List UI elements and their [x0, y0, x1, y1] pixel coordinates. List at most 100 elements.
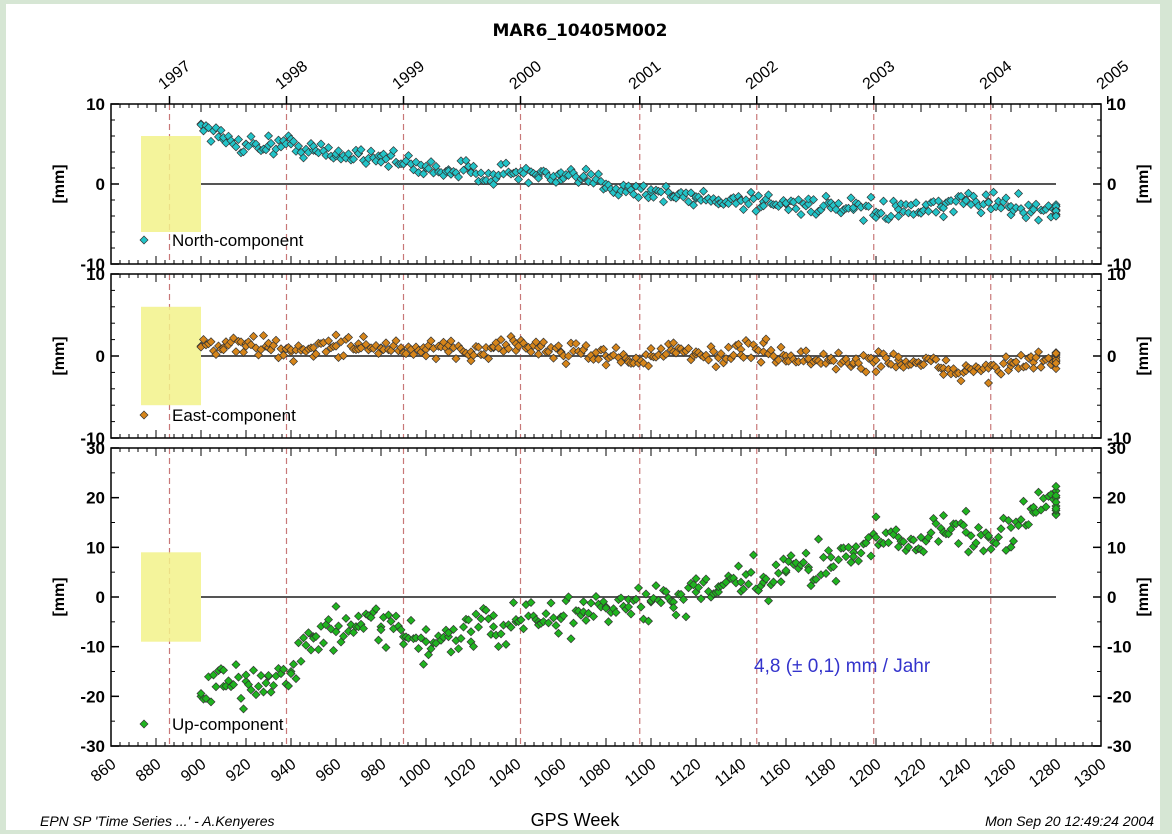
data-point — [476, 168, 486, 178]
data-point — [299, 153, 308, 163]
data-point — [739, 584, 748, 594]
data-point — [261, 678, 271, 688]
data-point — [509, 598, 518, 608]
data-point — [324, 615, 333, 625]
data-point — [249, 665, 258, 675]
data-point — [391, 611, 401, 621]
data-point — [961, 195, 971, 205]
data-point — [794, 195, 803, 205]
data-point — [601, 603, 611, 613]
data-point — [644, 361, 653, 371]
x-tick-label: 920 — [223, 756, 255, 786]
data-point — [1051, 348, 1061, 358]
data-point — [739, 204, 748, 214]
data-point — [649, 192, 658, 202]
data-point — [984, 197, 993, 207]
data-point — [496, 629, 506, 639]
data-point — [1001, 193, 1011, 203]
data-point — [1019, 496, 1028, 506]
data-point — [376, 625, 386, 635]
highlight-box — [141, 306, 201, 406]
data-point — [919, 359, 928, 369]
x-tick-label: 1100 — [622, 756, 660, 791]
footer-right: Mon Sep 20 12:49:24 2004 — [985, 813, 1154, 829]
data-point — [811, 574, 821, 584]
data-point — [229, 680, 238, 690]
data-point — [834, 348, 843, 358]
data-point — [311, 631, 321, 641]
data-point — [496, 335, 506, 345]
data-point — [474, 342, 483, 352]
data-point — [334, 621, 343, 631]
data-point — [829, 562, 838, 572]
highlight-box — [141, 136, 201, 232]
data-point — [239, 704, 248, 714]
data-point — [984, 531, 993, 541]
data-point — [231, 347, 241, 357]
data-point — [701, 574, 711, 584]
data-point — [656, 187, 666, 197]
footer-left: EPN SP 'Time Series ...' - A.Kenyeres — [40, 813, 274, 829]
data-point — [831, 364, 841, 374]
data-point — [751, 206, 761, 216]
data-point — [259, 331, 268, 341]
year-tick-label: 1998 — [272, 58, 311, 93]
data-point — [314, 645, 323, 654]
data-point — [864, 533, 873, 543]
data-point — [571, 339, 581, 349]
data-point — [681, 612, 691, 622]
data-point — [1021, 361, 1031, 371]
data-point — [459, 622, 468, 632]
data-point — [781, 565, 791, 575]
data-point — [271, 335, 281, 345]
series-North-component — [196, 119, 1061, 226]
data-point — [844, 542, 853, 552]
data-point — [771, 560, 781, 570]
data-point — [264, 670, 273, 680]
x-tick-label: 1180 — [802, 756, 840, 791]
y-tick-label: 10 — [86, 265, 105, 284]
y-tick-label: 10 — [1107, 95, 1126, 114]
data-point — [246, 132, 256, 142]
data-point — [541, 609, 551, 619]
legend-label: East-component — [172, 406, 296, 425]
data-point — [746, 353, 756, 363]
data-point — [941, 355, 951, 365]
data-point — [636, 602, 646, 612]
data-point — [444, 347, 453, 357]
data-point — [384, 610, 393, 620]
data-point — [406, 615, 416, 625]
data-point — [479, 350, 488, 359]
y-tick-label: -10 — [80, 255, 105, 274]
data-point — [216, 125, 226, 135]
data-point — [916, 532, 926, 542]
x-axis-label: GPS Week — [531, 810, 621, 830]
data-point — [291, 674, 301, 684]
data-point — [966, 531, 976, 541]
data-point — [776, 342, 786, 352]
data-point — [999, 359, 1008, 369]
data-point — [581, 164, 591, 174]
x-tick-label: 1300 — [1071, 756, 1110, 791]
data-point — [264, 131, 273, 141]
data-point — [431, 354, 441, 364]
year-tick-label: 2003 — [860, 58, 899, 93]
data-point — [526, 347, 536, 357]
data-point — [931, 207, 941, 217]
data-point — [251, 690, 261, 700]
data-point — [599, 344, 608, 354]
data-point — [419, 659, 428, 669]
data-point — [591, 592, 601, 602]
data-point — [826, 552, 836, 562]
data-point — [239, 147, 248, 157]
data-point — [579, 171, 588, 181]
data-point — [624, 602, 633, 612]
data-point — [996, 369, 1006, 379]
data-point — [964, 547, 973, 557]
y-tick-label: -10 — [1107, 638, 1132, 657]
data-point — [879, 196, 888, 206]
data-point — [1036, 362, 1046, 372]
data-point — [859, 216, 868, 226]
data-point — [526, 598, 536, 608]
